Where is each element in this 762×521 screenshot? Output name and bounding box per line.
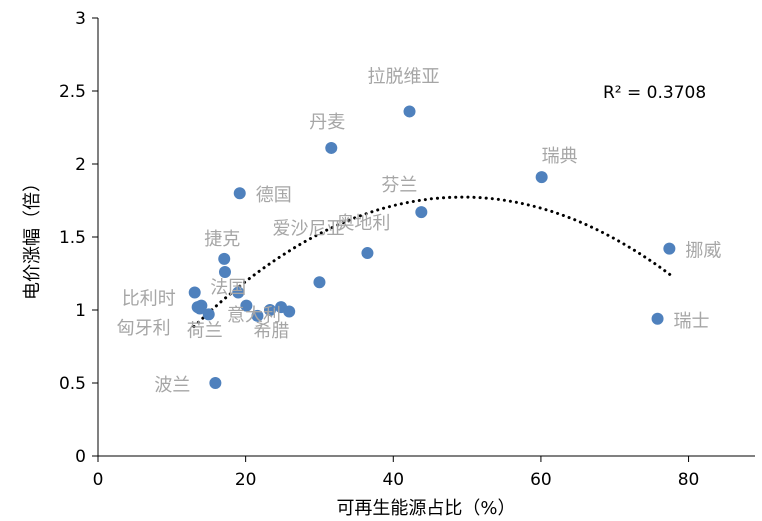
x-axis-title: 可再生能源占比（%）: [336, 498, 515, 519]
point-label: 丹麦: [309, 112, 345, 133]
data-point: [283, 305, 296, 318]
y-tick-label: 1.5: [59, 228, 86, 248]
y-tick-label: 2.5: [59, 82, 86, 102]
x-tick-label: 20: [235, 470, 257, 490]
y-tick-label: 0.5: [59, 374, 86, 394]
trendline-group: [192, 195, 672, 329]
data-point: [251, 309, 264, 322]
x-tick-label: 40: [382, 470, 404, 490]
y-tick-label: 3: [75, 9, 86, 29]
point-label: 比利时: [122, 288, 176, 309]
data-point: [218, 252, 231, 265]
data-point: [240, 299, 253, 312]
point-label: 波兰: [154, 375, 190, 396]
data-point: [264, 304, 277, 316]
point-label: 捷克: [204, 229, 240, 250]
data-point: [403, 105, 416, 118]
point-label: 德国: [256, 185, 292, 206]
data-point: [232, 286, 245, 299]
point-label: 挪威: [685, 241, 721, 262]
point-label: 意大利: [227, 305, 281, 326]
data-point: [361, 247, 374, 260]
point-label: 爱沙尼亚: [272, 218, 344, 239]
data-point: [202, 308, 215, 321]
data-point: [233, 187, 246, 200]
data-points: [188, 105, 676, 389]
data-point: [325, 141, 338, 154]
point-label: 希腊: [253, 321, 289, 342]
data-point: [209, 377, 222, 389]
data-point: [535, 171, 548, 184]
data-point: [415, 206, 428, 219]
data-point: [191, 301, 204, 314]
y-tick-label: 0: [75, 447, 86, 467]
x-tick-label: 80: [678, 470, 700, 490]
data-point: [651, 312, 664, 325]
data-point: [313, 276, 326, 289]
y-axis-title: 电价涨幅（倍）: [22, 174, 43, 300]
point-label: 荷兰: [187, 320, 223, 341]
point-label: 匈牙利: [117, 318, 171, 339]
x-tick-label: 0: [93, 470, 104, 490]
x-tick-label: 60: [530, 470, 552, 490]
data-point: [663, 242, 676, 255]
point-label: 瑞士: [674, 311, 710, 332]
x-ticks: 0 20 40 60 80: [93, 456, 700, 490]
data-point: [188, 286, 201, 299]
point-label: 拉脱维亚: [368, 66, 440, 87]
data-point: [218, 266, 231, 279]
point-label: 瑞典: [542, 146, 578, 167]
r-squared-annotation: R² = 0.3708: [603, 83, 706, 103]
y-tick-label: 2: [75, 155, 86, 175]
y-tick-label: 1: [75, 301, 86, 321]
trendline: [192, 195, 672, 329]
y-ticks: 0 0.5 1 1.5 2 2.5 3: [59, 9, 98, 467]
point-label: 奥地利: [336, 213, 390, 234]
point-label: 法国: [210, 277, 246, 298]
point-label: 芬兰: [381, 175, 417, 196]
